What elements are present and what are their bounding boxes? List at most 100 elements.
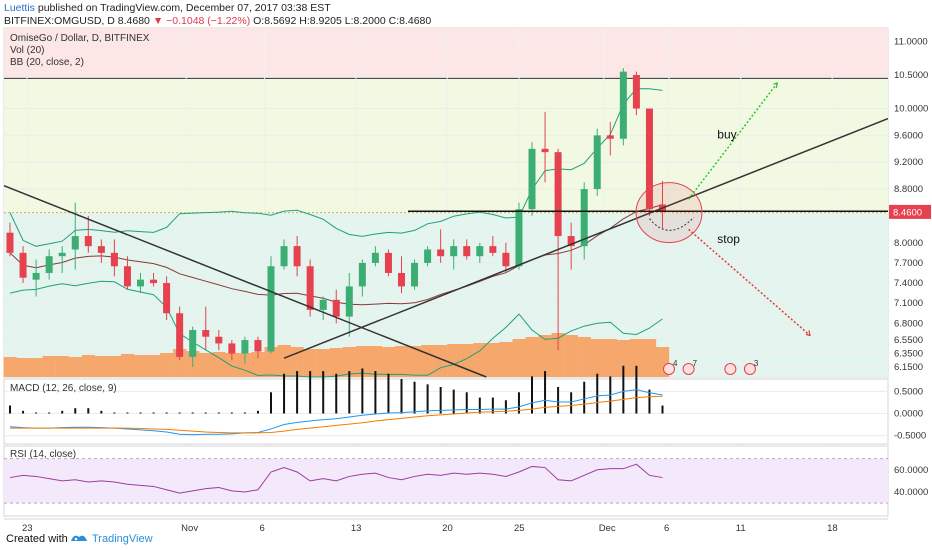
- candle-body: [606, 135, 614, 139]
- time-tick-label: Dec: [599, 523, 616, 534]
- candle-body: [619, 71, 627, 139]
- price-tick-label: 11.0000: [894, 36, 928, 47]
- earnings-badge-icon: [743, 363, 756, 375]
- downtrend-line: [3, 185, 487, 378]
- candle-body: [567, 236, 575, 247]
- stop-annotation: stop: [717, 232, 740, 246]
- badge-count: 4: [673, 359, 678, 368]
- candle-body: [58, 252, 66, 257]
- price-tick-label: 10.0000: [894, 104, 928, 115]
- volume-bar: [16, 358, 30, 377]
- last-price-label: 8.4600: [893, 207, 922, 218]
- candle-body: [176, 313, 184, 357]
- last-price: 8.4680: [117, 15, 150, 27]
- time-tick-label: 20: [442, 523, 453, 534]
- earnings-badge-icon: [724, 363, 737, 375]
- candle-body: [489, 246, 497, 253]
- price-tick-label: 7.7000: [894, 258, 923, 269]
- volume-bar: [329, 348, 343, 377]
- volume-bar: [577, 337, 591, 377]
- candle-body: [332, 299, 340, 317]
- price-tick-label: 8.0000: [894, 238, 923, 249]
- volume-bar: [160, 353, 174, 377]
- buy-annotation: buy: [717, 128, 736, 142]
- volume-bar: [29, 358, 43, 377]
- footer: Created with TradingView: [0, 528, 932, 550]
- candle-body: [202, 330, 210, 337]
- price-tick-label: 7.4000: [894, 278, 923, 289]
- volume-bar: [238, 353, 252, 377]
- volume-bar: [55, 356, 69, 377]
- macd-tick-label: 0.0000: [894, 409, 923, 420]
- time-tick-label: 13: [351, 523, 362, 534]
- candle-body: [450, 246, 458, 257]
- legend-rsi[interactable]: RSI (14, close): [10, 449, 77, 460]
- price-tick-label: 6.1500: [894, 362, 923, 373]
- stop-path-line: [688, 228, 811, 336]
- candle-body: [424, 249, 432, 263]
- candle-body: [150, 279, 158, 284]
- stop-arrow-icon: [805, 330, 811, 337]
- low-value: L:8.2000: [344, 15, 386, 27]
- price-tick-label: 6.8000: [894, 318, 923, 329]
- created-with-text: Created with: [6, 533, 68, 545]
- rsi-tick-label: 60.0000: [894, 465, 928, 476]
- volume-bar: [120, 354, 135, 377]
- volume-bar: [303, 349, 317, 377]
- volume-bar: [225, 353, 239, 377]
- change-arrow-icon: ▼: [152, 15, 164, 27]
- macd-signal-line: [10, 395, 663, 434]
- curve-dotted-path: [649, 216, 695, 231]
- candle-body: [6, 232, 14, 253]
- candle-body: [645, 108, 653, 210]
- volume-bar: [473, 343, 487, 377]
- candle-body: [437, 249, 445, 257]
- macd-tick-label: -0.5000: [894, 431, 926, 442]
- candle-body: [632, 74, 640, 109]
- time-tick-label: 6: [259, 523, 264, 534]
- candle-body: [137, 279, 144, 287]
- time-tick-label: Nov: [181, 523, 198, 534]
- symbol-label: BITFINEX:OMGUSD, D: [4, 15, 115, 27]
- price-tick-label: 9.2000: [894, 157, 923, 168]
- highlight-circle: [635, 182, 703, 244]
- tradingview-brand-link[interactable]: TradingView: [92, 533, 153, 545]
- volume-bar: [629, 339, 644, 377]
- badge-count: 3: [754, 359, 759, 368]
- volume-bar: [251, 352, 265, 377]
- candle-body: [528, 148, 536, 210]
- candle-body: [241, 340, 249, 354]
- earnings-badge-icon: [682, 363, 695, 375]
- candle-body: [554, 152, 562, 237]
- candle-body: [593, 135, 601, 190]
- time-tick-label: 6: [664, 523, 669, 534]
- candle-body: [123, 266, 131, 287]
- candle-body: [463, 246, 471, 257]
- rsi-line: [9, 463, 663, 494]
- published-text: published on TradingView.com, December 0…: [37, 2, 331, 14]
- candle-body: [163, 283, 171, 314]
- volume-bar: [42, 356, 56, 377]
- earnings-badge-icon: [663, 363, 676, 375]
- volume-bar: [212, 352, 226, 377]
- candle-body: [411, 262, 419, 287]
- volume-bar: [499, 342, 513, 377]
- volume-bar: [316, 349, 330, 377]
- price-tick-label: 6.5500: [894, 335, 923, 346]
- volume-bar: [147, 355, 161, 377]
- volume-bar: [564, 335, 578, 377]
- volume-bar: [538, 335, 552, 377]
- legend-macd[interactable]: MACD (12, 26, close, 9): [10, 383, 117, 394]
- author-link[interactable]: Luettis: [4, 2, 35, 14]
- legend-title[interactable]: OmiseGo / Dollar, D, BITFINEX: [10, 33, 150, 44]
- volume-bar: [342, 347, 356, 377]
- candle-body: [580, 189, 588, 247]
- legend-volume[interactable]: Vol (20): [10, 45, 45, 56]
- volume-bar: [264, 347, 278, 377]
- volume-bar: [434, 345, 448, 377]
- volume-bar: [395, 346, 409, 377]
- time-tick-label: 11: [736, 523, 746, 534]
- legend-bollinger[interactable]: BB (20, close, 2): [10, 57, 84, 68]
- volume-bar: [590, 339, 604, 377]
